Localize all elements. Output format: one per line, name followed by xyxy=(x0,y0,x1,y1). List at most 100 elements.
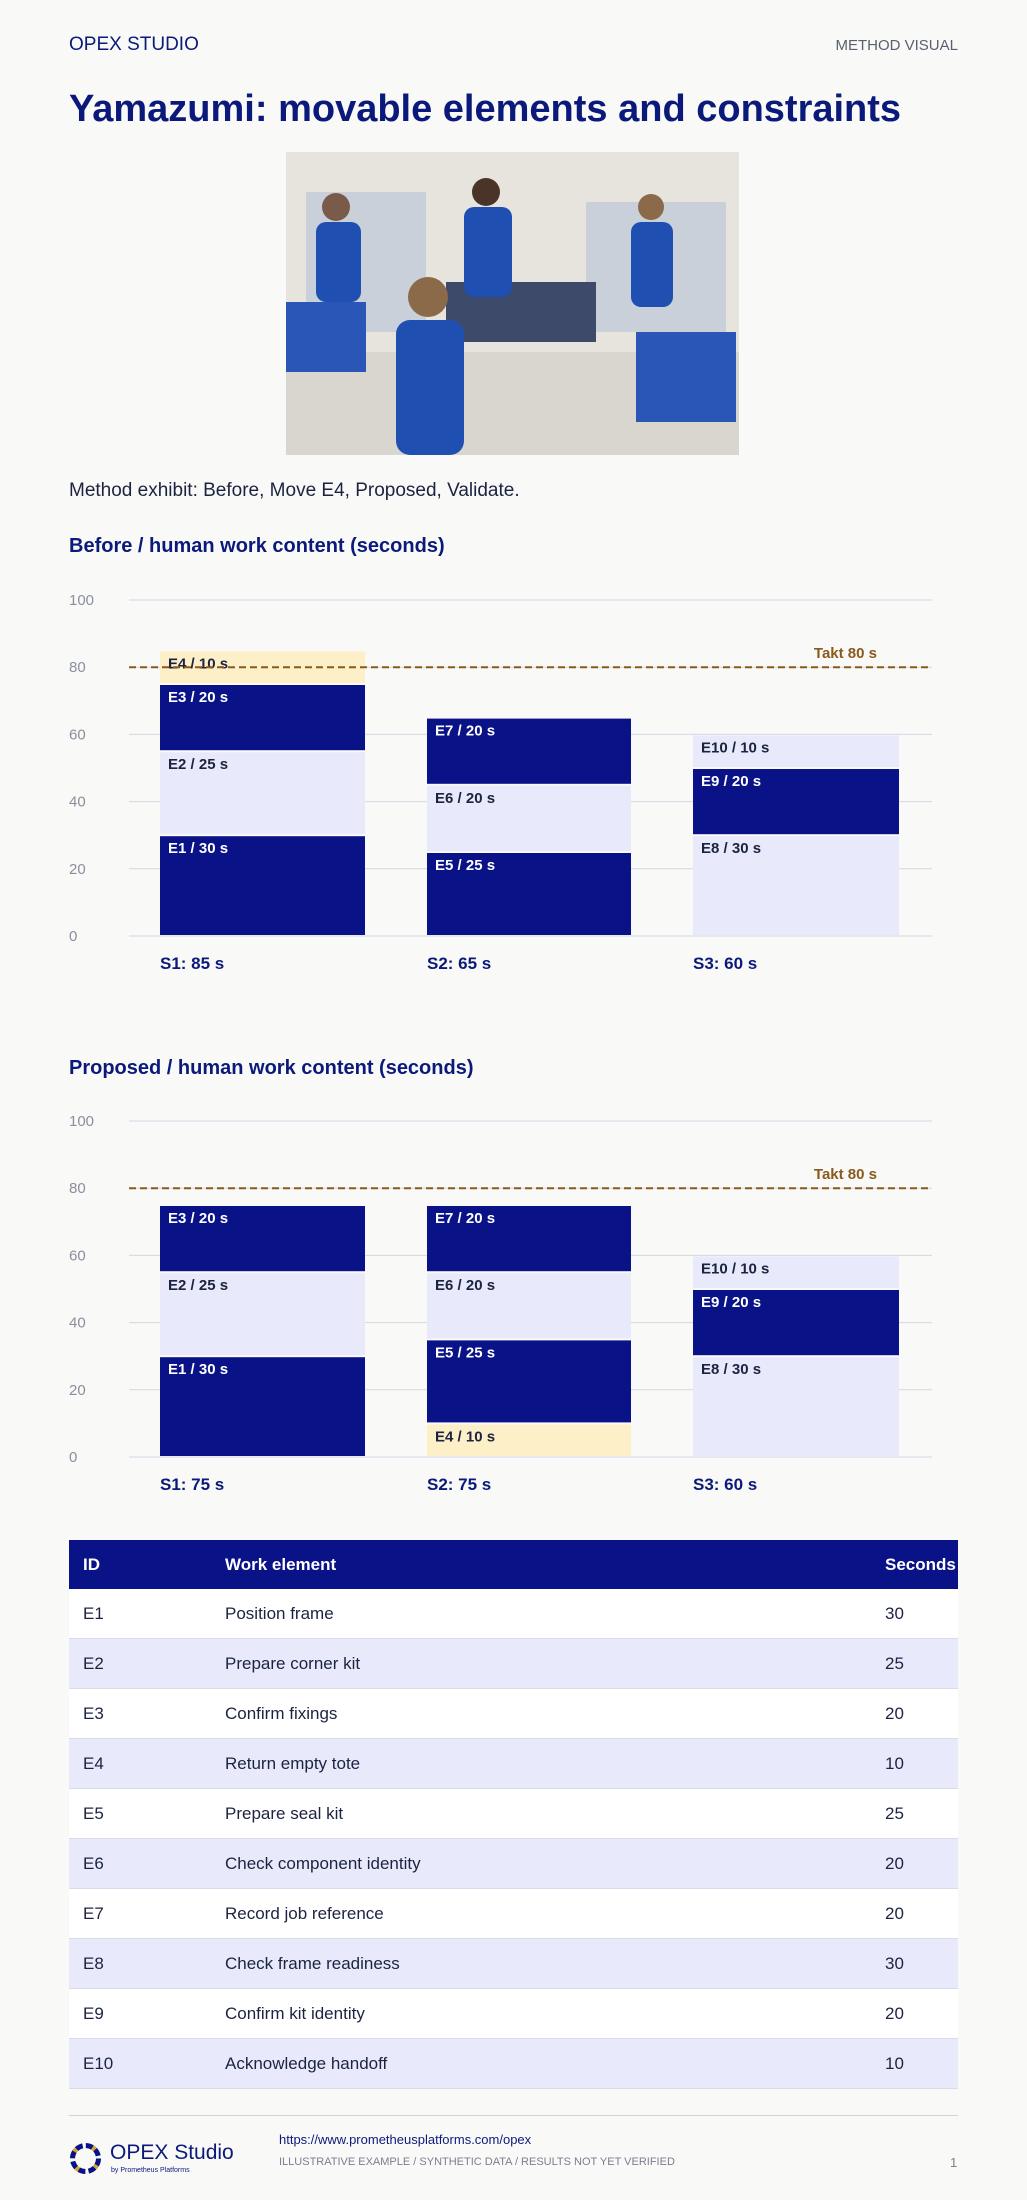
x-tick-label: S1: 75 s xyxy=(160,1475,224,1494)
element-table: ID Work element Seconds E1 Position frame 30 E… xyxy=(69,1540,958,2089)
table-cell: 20 xyxy=(871,1888,958,1939)
table-cell: 20 xyxy=(871,1988,958,2039)
segment-label: E5 / 25 s xyxy=(435,1344,495,1361)
y-tick-label: 40 xyxy=(69,1315,86,1332)
table-cell: 30 xyxy=(871,1938,958,1989)
bar-segment xyxy=(427,785,631,851)
table-row: E2 Prepare corner kit 25 xyxy=(69,1638,958,1689)
y-tick-label: 20 xyxy=(69,861,86,878)
x-tick-label: S2: 75 s xyxy=(427,1475,491,1494)
footer-rule xyxy=(69,2115,958,2116)
segment-label: E4 / 10 s xyxy=(435,1428,495,1445)
table-header: ID Work element Seconds xyxy=(69,1540,958,1589)
segment-label: E6 / 20 s xyxy=(435,790,495,807)
takt-label: Takt 80 s xyxy=(814,645,877,662)
bar-segment xyxy=(693,769,899,835)
table-cell: E5 xyxy=(69,1788,211,1839)
column-header: Seconds xyxy=(871,1540,958,1589)
y-tick-label: 40 xyxy=(69,794,86,811)
segment-label: E3 / 20 s xyxy=(168,689,228,706)
bar-segment xyxy=(427,1340,631,1423)
y-tick-label: 60 xyxy=(69,726,86,743)
page-number: 1 xyxy=(950,2155,958,2170)
bar-segment xyxy=(693,1256,899,1288)
section-tag: METHOD VISUAL xyxy=(835,37,958,54)
bar-segment xyxy=(693,735,899,767)
y-tick-label: 0 xyxy=(69,1449,77,1466)
bar-segment xyxy=(427,1273,631,1339)
table-row: E8 Check frame readiness 30 xyxy=(69,1938,958,1989)
segment-label: E1 / 30 s xyxy=(168,1361,228,1378)
table-cell: Prepare seal kit xyxy=(211,1788,871,1839)
table-cell: E10 xyxy=(69,2038,211,2089)
segment-label: E8 / 30 s xyxy=(701,840,761,857)
y-tick-label: 100 xyxy=(69,1113,94,1130)
table-cell: E1 xyxy=(69,1589,211,1639)
chart: 0 20 40 60 80 100 E1 / 30 s E2 / 25 s E3 / 20 s E… xyxy=(69,592,932,973)
segment-label: E8 / 30 s xyxy=(701,1361,761,1378)
table-row: E7 Record job reference 20 xyxy=(69,1888,958,1939)
bar-segment xyxy=(427,1206,631,1272)
table-cell: Confirm fixings xyxy=(211,1688,871,1739)
table-cell: E6 xyxy=(69,1838,211,1889)
x-tick-label: S2: 65 s xyxy=(427,954,491,973)
table-cell: 10 xyxy=(871,1738,958,1789)
column-header: Work element xyxy=(211,1540,871,1589)
table-cell: Position frame xyxy=(211,1589,871,1639)
bar-segment xyxy=(693,1290,899,1356)
segment-label: E3 / 20 s xyxy=(168,1210,228,1227)
takt-label: Takt 80 s xyxy=(814,1166,877,1183)
segment-label: E1 / 30 s xyxy=(168,840,228,857)
table-cell: Return empty tote xyxy=(211,1738,871,1789)
segment-label: E2 / 25 s xyxy=(168,1277,228,1294)
bar-segment xyxy=(693,836,899,935)
bar-segment xyxy=(160,1206,365,1272)
brand: OPEX STUDIO xyxy=(69,34,199,55)
footer-disclaimer: ILLUSTRATIVE EXAMPLE / SYNTHETIC DATA / … xyxy=(279,2156,675,2168)
table-row: E6 Check component identity 20 xyxy=(69,1838,958,1889)
table-cell: E8 xyxy=(69,1938,211,1989)
footer-url[interactable]: https://www.prometheusplatforms.com/opex xyxy=(279,2132,532,2147)
bar-segment xyxy=(160,685,365,751)
table-cell: 30 xyxy=(871,1589,958,1639)
table-cell: 25 xyxy=(871,1788,958,1839)
segment-label: E10 / 10 s xyxy=(701,1260,769,1277)
segment-label: E6 / 20 s xyxy=(435,1277,495,1294)
logo-mark xyxy=(70,2143,101,2174)
chart-title: Before / human work content (seconds) xyxy=(69,535,445,557)
segment-label: E10 / 10 s xyxy=(701,739,769,756)
table-cell: Confirm kit identity xyxy=(211,1988,871,2039)
segment-label: E9 / 20 s xyxy=(701,773,761,790)
table-cell: Prepare corner kit xyxy=(211,1638,871,1689)
segment-label: E7 / 20 s xyxy=(435,723,495,740)
table-cell: E2 xyxy=(69,1638,211,1689)
table-cell: Check frame readiness xyxy=(211,1938,871,1989)
table-cell: Check component identity xyxy=(211,1838,871,1889)
table-row: E1 Position frame 30 xyxy=(69,1589,958,1639)
table-cell: 20 xyxy=(871,1688,958,1739)
segment-label: E5 / 25 s xyxy=(435,857,495,874)
y-tick-label: 100 xyxy=(69,592,94,609)
page-title: Yamazumi: movable elements and constrain… xyxy=(69,88,902,130)
table-row: E9 Confirm kit identity 20 xyxy=(69,1988,958,2039)
table-cell: E3 xyxy=(69,1688,211,1739)
bar-segment xyxy=(427,718,631,784)
bar-segment xyxy=(693,1357,899,1456)
caption: Method exhibit: Before, Move E4, Propose… xyxy=(69,480,520,501)
y-tick-label: 20 xyxy=(69,1382,86,1399)
segment-label: E2 / 25 s xyxy=(168,756,228,773)
table-row: E10 Acknowledge handoff 10 xyxy=(69,2038,958,2089)
column-header: ID xyxy=(69,1540,211,1589)
table-cell: Record job reference xyxy=(211,1888,871,1939)
chart: 0 20 40 60 80 100 E1 / 30 s E2 / 25 s E3 / 20 s S… xyxy=(69,1113,932,1494)
table-row: E3 Confirm fixings 20 xyxy=(69,1688,958,1739)
bar-segment xyxy=(427,853,631,935)
logo-text: OPEX Studio xyxy=(110,2141,234,2164)
bar-segment xyxy=(160,836,365,935)
table-cell: E7 xyxy=(69,1888,211,1939)
segment-label: E9 / 20 s xyxy=(701,1294,761,1311)
table-cell: 10 xyxy=(871,2038,958,2089)
segment-label: E4 / 10 s xyxy=(168,655,228,672)
table-cell: Acknowledge handoff xyxy=(211,2038,871,2089)
